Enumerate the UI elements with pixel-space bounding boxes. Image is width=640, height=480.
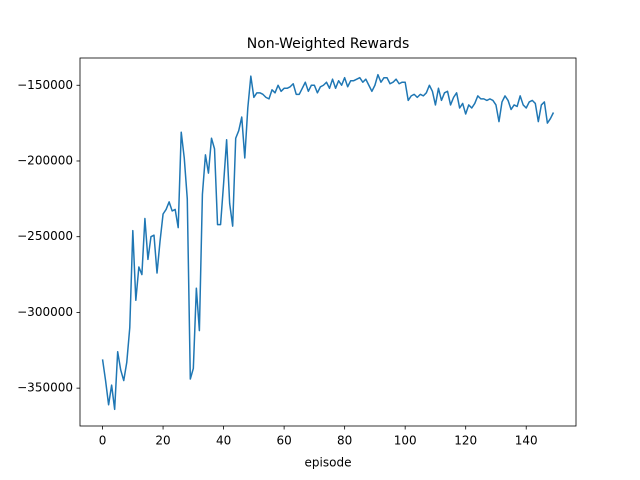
x-tick-label: 40 [216,434,231,448]
x-tick-label: 140 [515,434,538,448]
y-tick-label: −150000 [17,78,73,92]
x-axis-label: episode [305,456,352,470]
x-tick-label: 20 [155,434,170,448]
y-tick-label: −300000 [17,305,73,319]
x-tick-label: 80 [337,434,352,448]
x-tick-label: 120 [454,434,477,448]
x-tick-label: 60 [276,434,291,448]
y-tick-label: −250000 [17,229,73,243]
x-tick-label: 100 [394,434,417,448]
y-tick-label: −200000 [17,153,73,167]
x-tick-label: 0 [99,434,107,448]
chart-title: Non-Weighted Rewards [247,36,410,52]
plot-frame [79,57,577,427]
y-tick-label: −350000 [17,381,73,395]
data-line [101,73,555,411]
